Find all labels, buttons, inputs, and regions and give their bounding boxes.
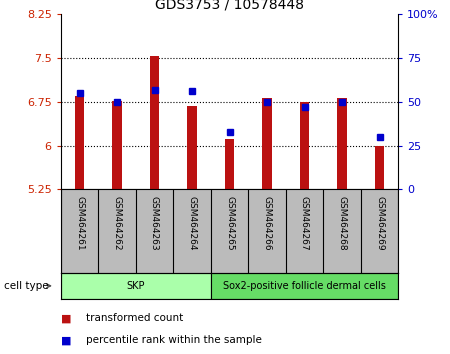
Bar — [150, 56, 159, 189]
Text: GSM464269: GSM464269 — [375, 196, 384, 251]
Text: GSM464264: GSM464264 — [188, 196, 197, 251]
Text: GSM464265: GSM464265 — [225, 196, 234, 251]
Bar — [61, 273, 211, 299]
Bar — [75, 96, 84, 189]
Text: GSM464268: GSM464268 — [338, 196, 346, 251]
Text: percentile rank within the sample: percentile rank within the sample — [86, 335, 261, 345]
Text: Sox2-positive follicle dermal cells: Sox2-positive follicle dermal cells — [223, 281, 386, 291]
Text: GSM464262: GSM464262 — [112, 196, 122, 251]
Bar — [211, 273, 398, 299]
Text: GSM464267: GSM464267 — [300, 196, 309, 251]
Text: cell type: cell type — [4, 281, 49, 291]
FancyArrowPatch shape — [47, 284, 50, 288]
Bar — [187, 106, 197, 189]
Bar — [225, 138, 234, 189]
Text: transformed count: transformed count — [86, 313, 183, 323]
Bar — [338, 98, 346, 189]
Text: GSM464261: GSM464261 — [75, 196, 84, 251]
Text: ■: ■ — [61, 313, 71, 323]
Bar — [112, 101, 122, 189]
Bar — [300, 102, 309, 189]
Text: GSM464266: GSM464266 — [262, 196, 271, 251]
Bar — [262, 98, 272, 189]
Text: ■: ■ — [61, 335, 71, 345]
Text: SKP: SKP — [126, 281, 145, 291]
Text: GSM464263: GSM464263 — [150, 196, 159, 251]
Title: GDS3753 / 10578448: GDS3753 / 10578448 — [155, 0, 304, 12]
Bar — [375, 146, 384, 189]
